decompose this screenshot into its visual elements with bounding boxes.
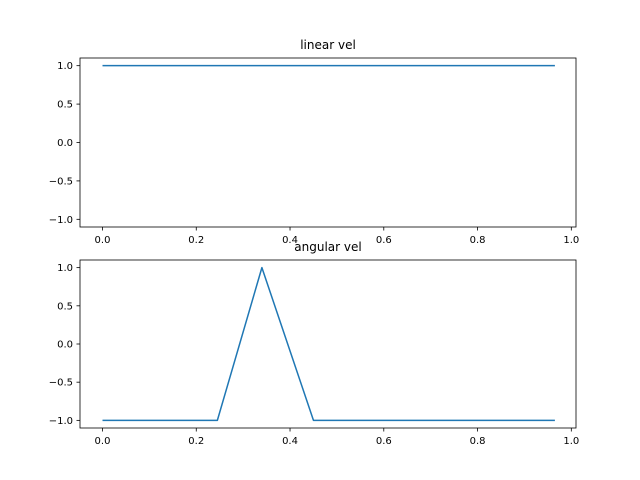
angular-vel-x-tick-label: 0.6 [376,436,392,447]
linear-vel-y-tick-label: 1.0 [57,61,73,72]
linear-vel-x-ticks: 0.0 0.2 0.4 0.6 0.8 1.0 [95,227,579,246]
angular-vel-subplot: angular vel 0.0 0.2 0.4 0.6 0.8 1.0 1.0 0.5 0.0… [49,240,580,447]
angular-vel-title: angular vel [294,240,361,254]
linear-vel-y-tick-label: −1.0 [49,215,73,226]
linear-vel-axes-frame [79,57,577,228]
angular-vel-x-tick-label: 0.4 [282,436,298,447]
angular-vel-x-tick-label: 1.0 [563,436,579,447]
linear-vel-subplot: linear vel 0.0 0.2 0.4 0.6 0.8 1.0 1.0 0.5 0.0 −… [49,38,580,246]
angular-vel-y-tick-label: −1.0 [49,416,73,427]
angular-vel-x-tick-label: 0.0 [95,436,111,447]
linear-vel-y-tick-label: 0.5 [57,100,73,111]
angular-vel-y-tick-label: 0.5 [57,301,73,312]
angular-vel-y-tick-label: 1.0 [57,263,73,274]
linear-vel-y-tick-label: −0.5 [49,176,73,187]
angular-vel-x-tick-label: 0.2 [188,436,204,447]
angular-vel-y-ticks: 1.0 0.5 0.0 −0.5 −1.0 [49,263,80,427]
linear-vel-x-tick-label: 0.4 [282,235,298,246]
linear-vel-title: linear vel [300,38,356,52]
linear-vel-x-tick-label: 0.8 [470,235,486,246]
angular-vel-axes-frame [79,259,577,429]
linear-vel-y-tick-label: 0.0 [57,138,73,149]
linear-vel-x-tick-label: 1.0 [563,235,579,246]
angular-vel-series-line [102,266,555,422]
angular-vel-y-tick-label: −0.5 [49,378,73,389]
linear-vel-x-tick-label: 0.6 [376,235,392,246]
angular-vel-x-tick-label: 0.8 [470,436,486,447]
angular-vel-series [102,266,555,422]
linear-vel-x-tick-label: 0.2 [188,235,204,246]
angular-vel-x-ticks: 0.0 0.2 0.4 0.6 0.8 1.0 [95,428,579,447]
linear-vel-x-tick-label: 0.0 [95,235,111,246]
linear-vel-y-ticks: 1.0 0.5 0.0 −0.5 −1.0 [49,61,80,226]
angular-vel-y-tick-label: 0.0 [57,340,73,351]
